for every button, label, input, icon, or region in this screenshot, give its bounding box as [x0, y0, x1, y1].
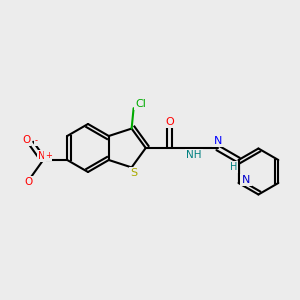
Text: -: - [35, 136, 38, 145]
Text: O: O [24, 177, 32, 187]
Text: Cl: Cl [135, 99, 146, 109]
Text: N: N [241, 175, 250, 185]
Text: N: N [214, 136, 222, 146]
Text: O: O [165, 117, 174, 127]
Text: H: H [230, 162, 237, 172]
Text: S: S [130, 168, 137, 178]
Text: N: N [38, 151, 45, 161]
Text: NH: NH [186, 150, 202, 160]
Text: +: + [45, 152, 52, 160]
Text: N: N [242, 175, 251, 185]
Text: O: O [22, 135, 30, 145]
